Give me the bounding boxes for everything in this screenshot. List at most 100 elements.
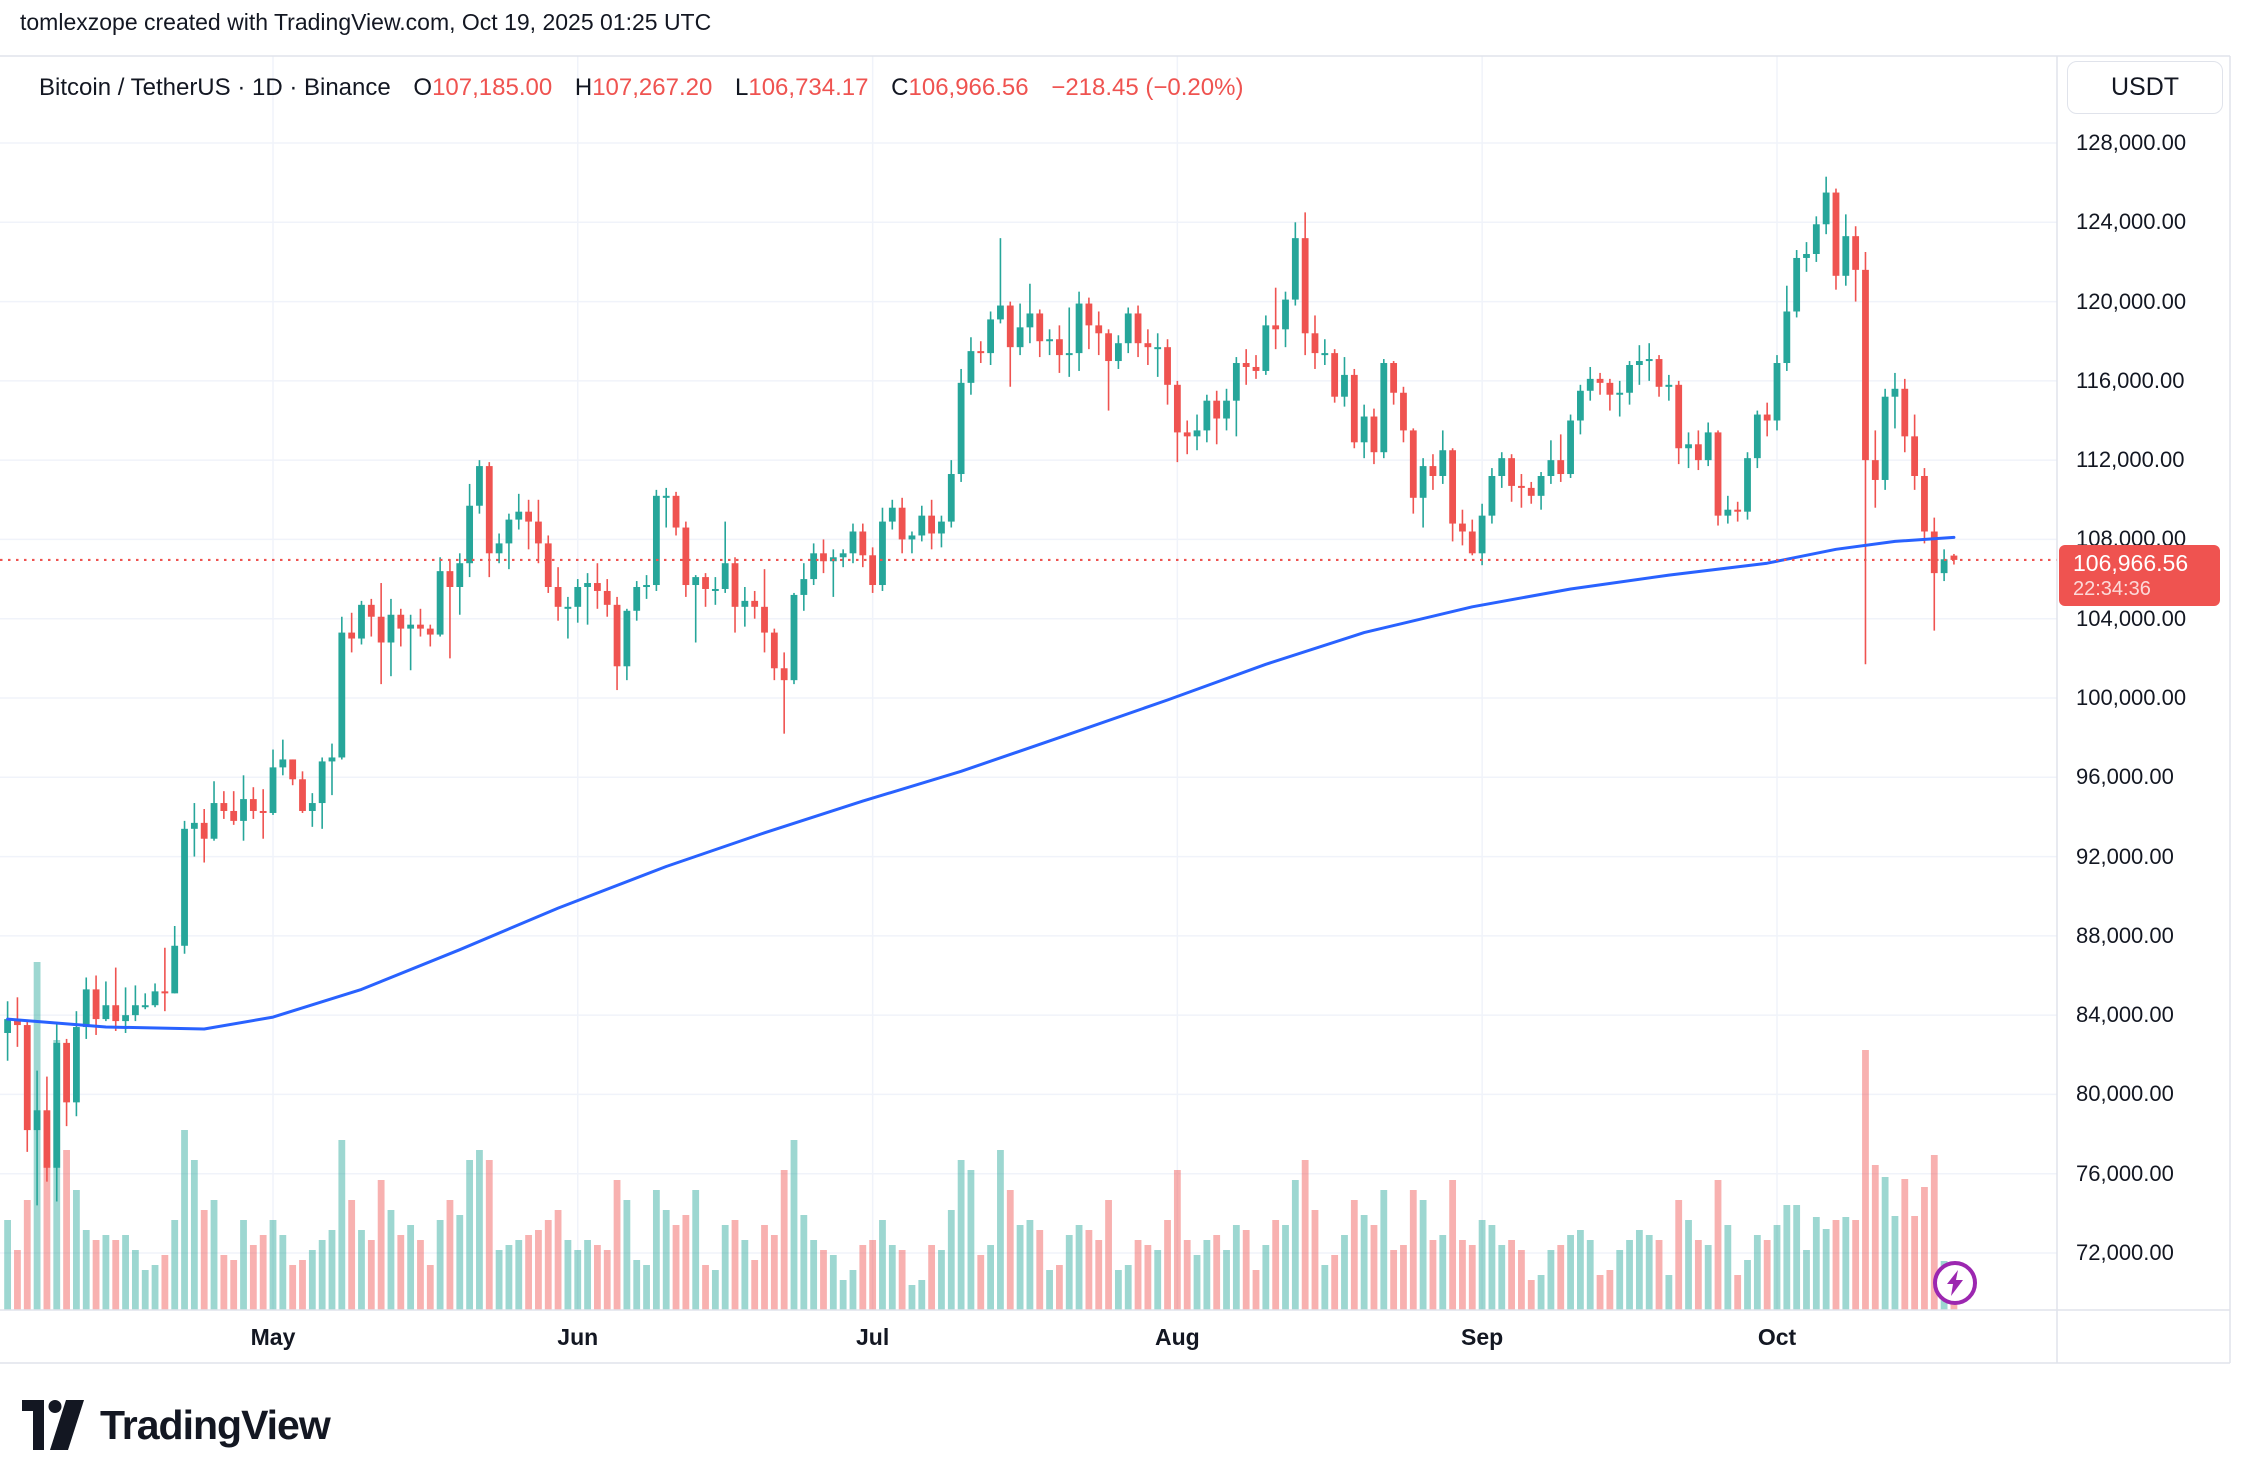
candle [1773, 363, 1781, 421]
volume-bar [1449, 1180, 1457, 1310]
candle [1036, 313, 1044, 342]
volume-bar [1675, 1200, 1683, 1310]
volume-bar [1567, 1235, 1574, 1310]
volume-bar [1282, 1225, 1289, 1310]
candle [1567, 420, 1574, 475]
candle [397, 614, 405, 629]
candle [1694, 444, 1702, 461]
candle [141, 1005, 149, 1008]
candle [544, 543, 552, 587]
price-tick-label: 92,000.00 [2076, 843, 2174, 869]
volume-bar [190, 1160, 198, 1310]
candle [1901, 388, 1909, 437]
candle [436, 571, 444, 635]
volume-bar [1822, 1229, 1830, 1310]
candle [1940, 559, 1948, 574]
candle [495, 543, 503, 554]
candle [1213, 400, 1221, 419]
volume-bar [1272, 1220, 1280, 1310]
volume-bar [1881, 1177, 1889, 1310]
volume-bar [348, 1200, 356, 1310]
volume-bar [711, 1270, 719, 1310]
volume-bar [161, 1255, 169, 1310]
volume-bar [702, 1265, 709, 1310]
volume-bar [1685, 1220, 1692, 1310]
volume-bar [859, 1245, 867, 1310]
candle [1734, 509, 1742, 512]
volume-bar [230, 1260, 238, 1310]
flash-action-button[interactable] [1933, 1261, 1977, 1305]
candle [1183, 432, 1191, 437]
candle [1164, 347, 1171, 385]
last-price-value: 106,966.56 [2073, 549, 2189, 576]
candle [161, 991, 169, 994]
volume-bar [1518, 1250, 1525, 1310]
close-value: 106,966.56 [908, 74, 1029, 101]
candle [1390, 363, 1398, 393]
candle [1842, 236, 1850, 276]
candle [1832, 192, 1840, 276]
volume-bar [908, 1285, 916, 1310]
candle [1557, 460, 1565, 475]
candle [1291, 238, 1299, 300]
candle [456, 563, 464, 587]
candle [387, 614, 395, 643]
candle [1763, 414, 1771, 421]
candle [1724, 509, 1732, 516]
candle [1429, 466, 1437, 476]
tradingview-logo[interactable]: TradingView [22, 1400, 331, 1450]
volume-bar [1242, 1230, 1250, 1310]
currency-toggle-button[interactable]: USDT [2067, 61, 2223, 114]
candle [879, 521, 886, 586]
symbol-legend[interactable]: Bitcoin / TetherUS · 1D · Binance O107,1… [39, 74, 1243, 102]
volume-bar [957, 1160, 965, 1310]
candle [1518, 485, 1525, 488]
candle [888, 507, 896, 522]
symbol-title[interactable]: Bitcoin / TetherUS · 1D · Binance [39, 74, 391, 101]
candle [1409, 430, 1417, 498]
volume-bar [1390, 1250, 1398, 1310]
volume-bar [328, 1230, 336, 1310]
candle [1370, 416, 1378, 453]
volume-bar [407, 1225, 415, 1310]
candle [1075, 303, 1083, 354]
volume-bar [1753, 1235, 1761, 1310]
candle [407, 624, 415, 629]
volume-bar [387, 1210, 395, 1310]
volume-bar [515, 1240, 523, 1310]
candle [780, 668, 788, 681]
candle [643, 585, 650, 588]
candle [1095, 325, 1103, 334]
volume-bar [1124, 1265, 1132, 1310]
volume-bar [1350, 1200, 1358, 1310]
candle [33, 1110, 41, 1131]
volume-bar [603, 1250, 611, 1310]
volume-bar [1252, 1270, 1260, 1310]
candle [790, 594, 798, 681]
candle [711, 588, 719, 591]
candle [171, 945, 179, 994]
volume-bar [643, 1265, 650, 1310]
volume-bar [112, 1240, 120, 1310]
candle [584, 583, 591, 587]
ma-line [6, 535, 1956, 1031]
candle [1626, 365, 1633, 393]
month-tick-label: Oct [1757, 1324, 1797, 1350]
volume-bar [131, 1250, 139, 1310]
candle [918, 515, 926, 536]
candle [1341, 374, 1348, 397]
candle [190, 822, 198, 829]
candle [1252, 366, 1260, 371]
candle [1331, 353, 1339, 397]
candle [1272, 325, 1280, 330]
price-tick-label: 76,000.00 [2076, 1160, 2174, 1186]
volume-bar [751, 1260, 759, 1310]
volume-bar [446, 1200, 454, 1310]
volume-bar [171, 1220, 179, 1310]
volume-bar [1154, 1250, 1162, 1310]
volume-bar [1419, 1200, 1427, 1310]
volume-bar [810, 1240, 818, 1310]
candle [43, 1110, 51, 1168]
candle [1468, 531, 1476, 554]
